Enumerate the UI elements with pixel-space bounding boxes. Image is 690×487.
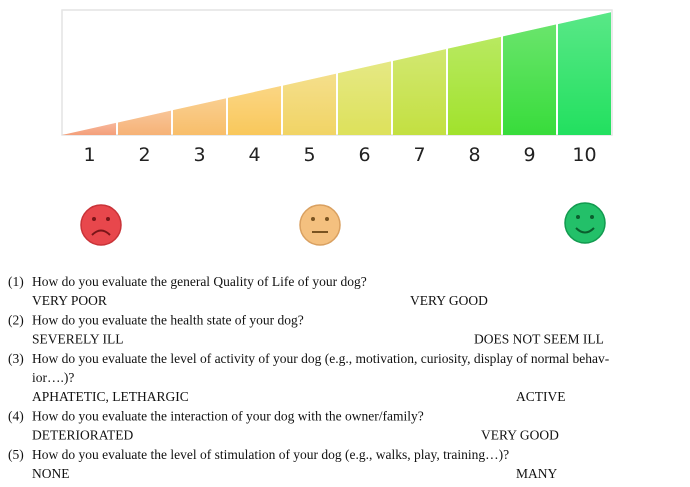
- segment-shade: [558, 12, 611, 136]
- scale-label: 8: [468, 144, 480, 166]
- question-number: (2): [8, 312, 24, 327]
- question-number: (3): [8, 351, 24, 366]
- segment-shade: [393, 49, 446, 135]
- scale-label: 1: [83, 144, 95, 166]
- question-text: ior….)?: [32, 370, 74, 385]
- scale-label: 4: [248, 144, 260, 166]
- high-anchor: DOES NOT SEEM ILL: [474, 332, 604, 347]
- segment-shade: [118, 110, 171, 135]
- question-text: How do you evaluate the level of activit…: [32, 351, 610, 366]
- high-anchor: VERY GOOD: [481, 428, 559, 443]
- scale-label: 5: [303, 144, 315, 166]
- low-anchor: SEVERELY ILL: [32, 332, 124, 347]
- high-anchor: ACTIVE: [516, 389, 566, 404]
- question-number: (1): [8, 274, 24, 289]
- face-good: [564, 202, 606, 244]
- low-anchor: VERY POOR: [32, 293, 107, 308]
- segment-shade: [228, 86, 281, 135]
- face-neutral: [299, 204, 341, 246]
- segment-shade: [503, 24, 556, 135]
- question-number: (4): [8, 408, 24, 423]
- scale-label: 6: [358, 144, 370, 166]
- segment-shade: [283, 73, 336, 135]
- scale-label: 2: [138, 144, 150, 166]
- segment-shade: [62, 122, 116, 135]
- question-text: How do you evaluate the general Quality …: [32, 274, 367, 289]
- high-anchor: MANY: [516, 466, 558, 481]
- question-text: How do you evaluate the health state of …: [32, 312, 304, 327]
- scale-label: 7: [413, 144, 425, 166]
- scale-label: 9: [523, 144, 535, 166]
- question-text: How do you evaluate the interaction of y…: [32, 408, 424, 423]
- low-anchor: APHATETIC, LETHARGIC: [32, 389, 189, 404]
- segment-shade: [173, 98, 226, 135]
- scale-label: 3: [193, 144, 205, 166]
- high-anchor: VERY GOOD: [410, 293, 488, 308]
- scale-label: 10: [572, 144, 596, 166]
- question-number: (5): [8, 447, 24, 462]
- segment-shade: [338, 61, 391, 135]
- low-anchor: NONE: [32, 466, 70, 481]
- segment-shade: [448, 36, 501, 135]
- low-anchor: DETERIORATED: [32, 428, 133, 443]
- face-poor: [80, 204, 122, 246]
- question-text: How do you evaluate the level of stimula…: [32, 447, 509, 462]
